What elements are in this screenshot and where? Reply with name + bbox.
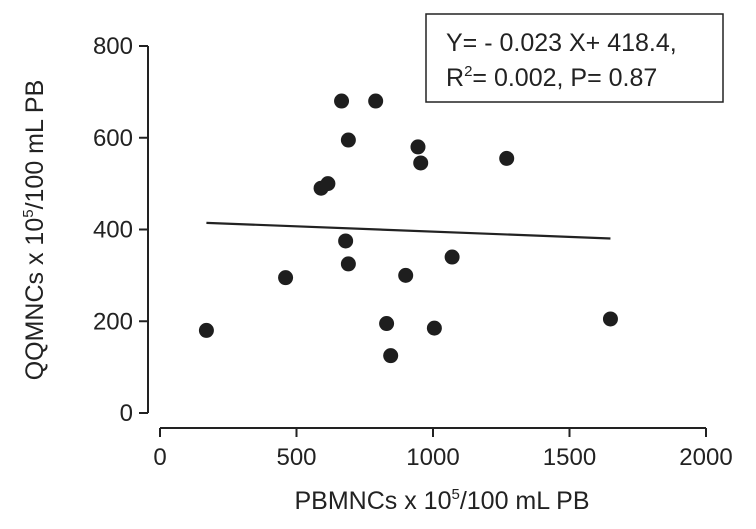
y-tick-label: 0 (120, 400, 133, 427)
data-point (499, 150, 515, 166)
regression-line-group (206, 221, 611, 240)
data-point (602, 311, 618, 327)
data-point (383, 348, 399, 364)
data-point (444, 249, 460, 265)
data-point (410, 139, 426, 155)
data-point (198, 322, 214, 338)
regression-line (206, 221, 611, 240)
ticks: 0 500 1000 1500 2000 0 200 400 600 800 (93, 33, 733, 471)
x-axis-title: PBMNCs x 105/100 mL PB (294, 486, 589, 515)
y-tick-label: 600 (93, 125, 133, 152)
annotation-line-1: Y= - 0.023 X+ 418.4, (446, 29, 677, 57)
x-tick-label: 0 (153, 444, 166, 471)
x-tick-label: 1500 (543, 444, 596, 471)
x-tick-label: 2000 (679, 444, 732, 471)
data-point (334, 93, 350, 109)
data-point (340, 132, 356, 148)
data-point (340, 256, 356, 272)
axes (147, 46, 706, 429)
data-point (320, 176, 336, 192)
y-tick-label: 400 (93, 217, 133, 244)
data-points (198, 93, 618, 364)
data-point (426, 320, 442, 336)
data-point (338, 233, 354, 249)
data-point (413, 155, 429, 171)
data-point (278, 270, 294, 286)
x-tick-label: 1000 (406, 444, 459, 471)
y-tick-label: 200 (93, 308, 133, 335)
data-point (379, 316, 395, 332)
y-axis-title: QQMNCs x 105/100 mL PB (20, 80, 49, 381)
annotation-line-2: R2= 0.002, P= 0.87 (446, 63, 657, 92)
data-point (398, 267, 414, 283)
annotation-box: Y= - 0.023 X+ 418.4, R2= 0.002, P= 0.87 (425, 13, 724, 103)
y-tick-label: 800 (93, 33, 133, 60)
x-tick-label: 500 (276, 444, 316, 471)
data-point (368, 93, 384, 109)
